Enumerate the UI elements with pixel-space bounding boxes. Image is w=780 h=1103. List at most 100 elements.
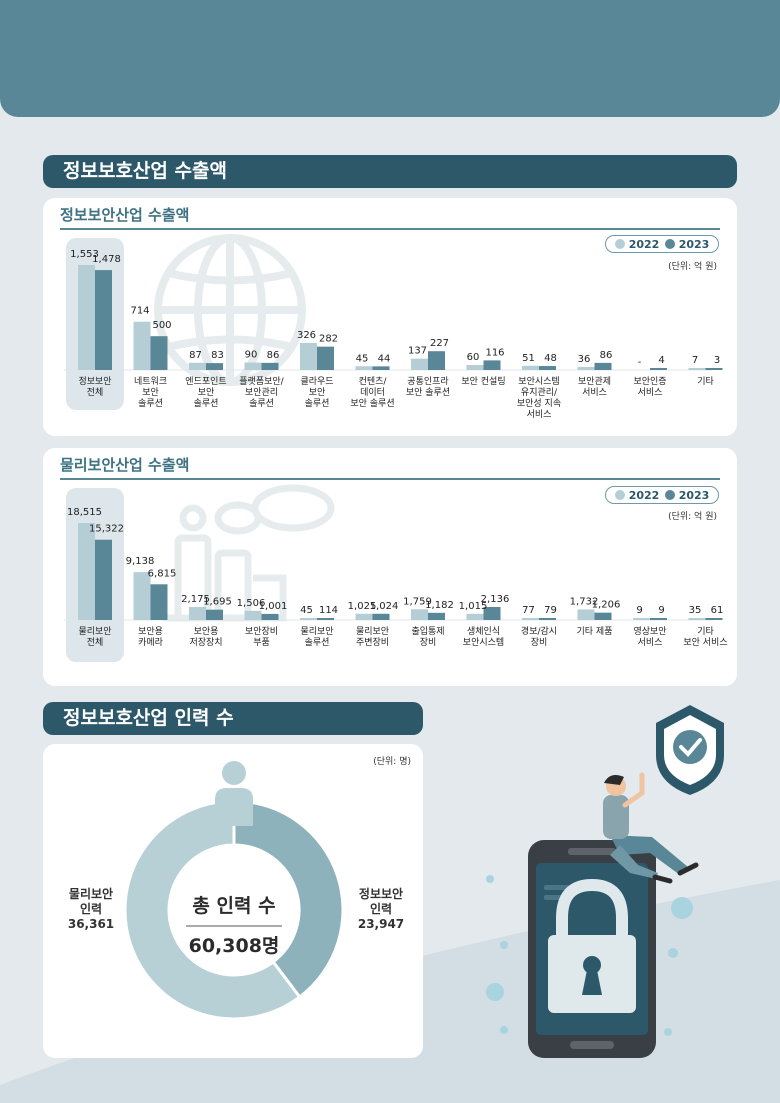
category-label: 전체 bbox=[87, 387, 104, 398]
data-label-2023: 44 bbox=[378, 353, 391, 364]
data-label-2022: 1,506 bbox=[237, 598, 266, 609]
data-label-2022: 1,025 bbox=[348, 601, 377, 612]
category-label: 물리보안 bbox=[78, 626, 111, 637]
data-label-2023: 48 bbox=[544, 353, 557, 364]
bar-2022 bbox=[300, 343, 317, 370]
bar-2023 bbox=[428, 612, 445, 620]
data-label-2022: 9 bbox=[636, 605, 642, 616]
data-label-2023: 1,695 bbox=[203, 597, 232, 608]
category-label: 서비스 bbox=[527, 409, 552, 420]
category-label: 보안용 bbox=[138, 626, 163, 637]
data-label-2022: 7 bbox=[692, 355, 698, 366]
bar-2023 bbox=[705, 368, 723, 370]
category-label: 데이터 bbox=[360, 387, 385, 398]
data-label-2023: 15,322 bbox=[89, 524, 124, 535]
label-line: 인력 bbox=[79, 902, 103, 916]
legend-label-2023: 2023 bbox=[678, 488, 710, 502]
data-label-2023: 6,815 bbox=[148, 568, 177, 579]
data-label-2022: 90 bbox=[245, 350, 258, 361]
legend-swatch-2022 bbox=[614, 489, 625, 500]
bar-2023 bbox=[372, 613, 390, 620]
category-label: 카메라 bbox=[138, 637, 164, 648]
category-label: 네트워크 bbox=[134, 376, 167, 387]
category-label: 보안시스템 bbox=[518, 375, 559, 387]
category-label: 솔루션 bbox=[194, 398, 219, 409]
category-label: 보안장비 bbox=[245, 626, 278, 637]
data-label-2023: 500 bbox=[152, 320, 171, 331]
legend-label-2023: 2023 bbox=[678, 237, 710, 251]
category-label: 저장장치 bbox=[189, 636, 222, 648]
label-line: 인력 bbox=[369, 902, 393, 916]
category-label: 물리보안 bbox=[300, 626, 333, 637]
category-label: 보안인증 bbox=[633, 376, 666, 387]
donut-center-value: 60,308명 bbox=[189, 935, 280, 957]
category-label: 보안시스템 bbox=[463, 636, 504, 648]
donut-slice-physical-security bbox=[123, 799, 302, 1021]
bar-2023 bbox=[261, 613, 279, 620]
category-label: 솔루션 bbox=[138, 398, 163, 409]
bar-2022 bbox=[244, 362, 262, 370]
category-label: 전체 bbox=[87, 637, 104, 648]
category-label: 보안 bbox=[309, 387, 326, 398]
bar-2022 bbox=[189, 362, 206, 370]
bar-2023 bbox=[95, 270, 112, 370]
data-label-2023: 1,478 bbox=[92, 254, 121, 265]
legend-2022: 2022 bbox=[614, 488, 660, 502]
legend-2023: 2023 bbox=[664, 237, 710, 251]
category-label: 보안관리 bbox=[245, 387, 278, 398]
bar-2023 bbox=[261, 362, 279, 370]
bar-2022 bbox=[688, 618, 706, 620]
bar-2022 bbox=[688, 368, 706, 370]
bar-2022 bbox=[522, 365, 539, 370]
category-label: 엔드포인트 bbox=[185, 376, 226, 387]
category-label: 컨텐츠/ bbox=[359, 376, 388, 387]
category-label: 보안관제 bbox=[578, 376, 611, 387]
bar-2023 bbox=[483, 607, 501, 620]
chart-title: 정보보안산업 수출액 bbox=[60, 206, 190, 224]
bar-2022 bbox=[411, 609, 428, 620]
bar-2022 bbox=[300, 618, 317, 620]
category-label: 보안 솔루션 bbox=[406, 387, 450, 398]
security-illustration bbox=[486, 705, 724, 1058]
data-label-2022: 45 bbox=[300, 605, 313, 616]
workforce-donut-chart: 총 인력 수 60,308명 bbox=[123, 761, 345, 1021]
data-label-2022: 1,759 bbox=[403, 596, 432, 607]
legend-label-2022: 2022 bbox=[628, 488, 660, 502]
shield-icon bbox=[656, 705, 724, 795]
category-label: 보안성 지속 bbox=[517, 398, 561, 409]
category-label: 솔루션 bbox=[305, 398, 330, 409]
data-label-2023: 1,182 bbox=[425, 600, 454, 611]
chart-legend: 2022 2023 bbox=[605, 235, 719, 253]
data-label-2023: 79 bbox=[544, 605, 557, 616]
title-rule bbox=[60, 228, 720, 230]
bar-2023 bbox=[95, 539, 112, 620]
workforce-card: (단위: 명) 총 인력 수 60,308명 물리보안 인력 36,361 정보… bbox=[43, 744, 423, 1058]
category-label: 서비스 bbox=[638, 387, 663, 398]
bar-2022 bbox=[355, 366, 373, 370]
category-label: 플랫폼보안/ bbox=[239, 376, 284, 387]
category-label: 장비 bbox=[420, 637, 437, 648]
bar-2023 bbox=[206, 609, 223, 620]
category-label: 부품 bbox=[253, 637, 270, 648]
data-label-2023: 227 bbox=[430, 338, 449, 349]
legend-swatch-2023 bbox=[664, 489, 675, 500]
data-label-2022: 18,515 bbox=[67, 507, 102, 518]
category-label: 보안 솔루션 bbox=[350, 398, 394, 409]
category-label: 솔루션 bbox=[249, 398, 274, 409]
category-label: 유지관리/ bbox=[521, 387, 558, 398]
data-label-2022: 51 bbox=[522, 353, 535, 364]
bar-2022 bbox=[633, 618, 650, 620]
data-label-2022: 77 bbox=[522, 605, 535, 616]
bar-2022 bbox=[411, 358, 428, 370]
data-label-2022: 1,732 bbox=[570, 596, 599, 607]
bar-2023 bbox=[372, 366, 390, 370]
bar-2023 bbox=[483, 360, 501, 370]
category-label: 주변장비 bbox=[356, 637, 389, 648]
data-label-2022: 60 bbox=[467, 352, 480, 363]
label-line: 23,947 bbox=[357, 917, 405, 931]
physical-security-export-card: 물리보안산업 수출액 2022 2023 (단위: 억 원) 18,515 15,… bbox=[43, 448, 737, 686]
donut-center-title: 총 인력 수 bbox=[192, 895, 275, 917]
category-label: 기타 bbox=[697, 626, 714, 637]
data-label-2022: 45 bbox=[356, 353, 369, 364]
bar-2022 bbox=[522, 618, 539, 620]
